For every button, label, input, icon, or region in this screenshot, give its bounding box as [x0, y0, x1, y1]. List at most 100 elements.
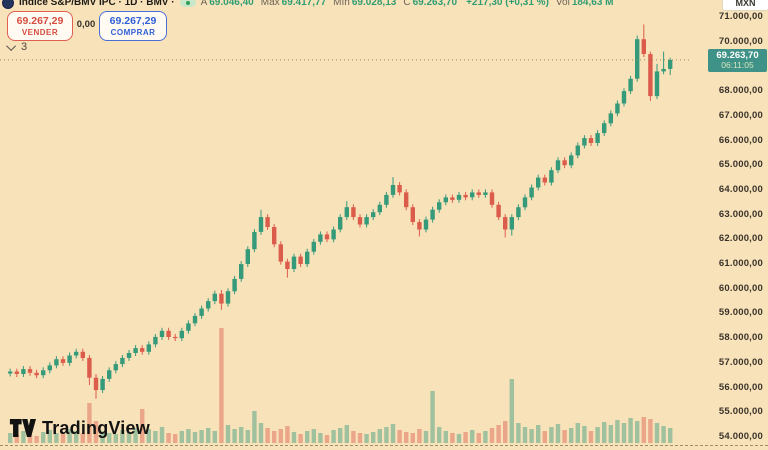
candle [318, 234, 323, 242]
price-axis-label: 68.000,00 [718, 85, 763, 96]
volume-bar [641, 417, 646, 443]
volume-bar [179, 431, 184, 443]
volume-bar [324, 435, 330, 443]
ohlc-pair: Máx 69.417,77 [260, 0, 327, 8]
volume-bar [509, 379, 514, 443]
candle [311, 241, 316, 252]
volume-bar [133, 428, 138, 443]
ohlc-pair: Mín 69.028,13 [333, 0, 397, 8]
volume-bar [146, 429, 151, 443]
candle [87, 357, 92, 378]
volume-bar [430, 391, 435, 443]
price-axis-label: 67.000,00 [718, 110, 763, 121]
currency-button[interactable]: MXN [722, 0, 768, 11]
candle [628, 78, 633, 92]
volume-bar [93, 421, 99, 443]
candle [351, 207, 356, 218]
volume-bar [60, 434, 66, 443]
volume-bar [608, 425, 613, 443]
candle [463, 194, 468, 198]
volume-bar [107, 433, 112, 443]
candle [298, 256, 303, 264]
volume-bar [582, 426, 587, 443]
volume-bar [410, 433, 415, 443]
candle [212, 293, 217, 302]
candle [430, 209, 435, 220]
candle [364, 217, 369, 225]
current-price-label: 69.263,70 06:11:05 [708, 49, 767, 72]
candle [245, 249, 250, 264]
sell-button[interactable]: 69.267,29 VENDER [7, 11, 73, 41]
volume-bar [575, 423, 580, 443]
bar-countdown: 06:11:05 [721, 60, 754, 70]
candle [8, 371, 13, 374]
sell-label: VENDER [21, 27, 59, 37]
candle [93, 377, 99, 391]
tradingview-logo-icon [9, 419, 36, 437]
volume-bar [404, 432, 409, 443]
candle [133, 348, 138, 353]
buy-button[interactable]: 69.267,29 COMPRAR [99, 11, 167, 41]
symbol-title[interactable]: Índice S&P/BMV IPC · 1D · BMV · [19, 0, 175, 8]
candle [47, 365, 52, 371]
candle [602, 123, 607, 134]
volume-bar [549, 427, 554, 443]
volume-bar [305, 431, 310, 443]
volume-bar [529, 429, 534, 443]
volume-bar [357, 433, 363, 443]
candle [555, 160, 561, 171]
volume-bar [285, 426, 290, 443]
candle [470, 192, 475, 198]
volume-bar [371, 432, 376, 443]
spread-value: 0,00 [76, 19, 96, 30]
volume-bar [536, 425, 541, 443]
candle [621, 91, 627, 104]
volume-bar [470, 430, 475, 443]
candle [404, 192, 409, 208]
price-axis-label: 59.000,00 [718, 307, 763, 318]
buy-label: COMPRAR [110, 27, 156, 37]
candle [496, 204, 501, 218]
collapsed-indicators-toggle[interactable]: 3 [6, 40, 27, 53]
volume-bar [489, 428, 495, 443]
symbol-info-bar[interactable]: Índice S&P/BMV IPC · 1D · BMV · A 69.046,… [2, 0, 720, 10]
candle [397, 185, 402, 193]
candle [516, 207, 521, 218]
volume-bar [595, 427, 600, 443]
volume-bar [14, 435, 19, 443]
candle [126, 353, 132, 358]
volume-bar [338, 428, 343, 443]
volume-bar [390, 424, 396, 443]
volume-bar [47, 430, 52, 443]
candle [522, 197, 528, 208]
price-axis-label: 66.000,00 [718, 135, 763, 146]
candle [219, 293, 224, 304]
candle [265, 217, 270, 227]
candle [615, 103, 620, 114]
volume-bar [140, 409, 145, 443]
volume-bar [635, 421, 640, 443]
sell-price: 69.267,29 [16, 14, 64, 27]
candle [456, 194, 462, 200]
ohlc-values: A 69.046,40 Máx 69.417,77 Mín 69.028,13 C 69.26… [201, 0, 614, 8]
volume-bar [272, 431, 277, 443]
volume-bar [265, 428, 270, 443]
candle [74, 351, 79, 356]
candle [186, 323, 191, 331]
candle [107, 370, 112, 379]
price-axis-label: 60.000,00 [718, 283, 763, 294]
volume-bar [516, 423, 521, 443]
candle [661, 68, 666, 72]
candle [450, 197, 455, 200]
volume-bar [364, 434, 369, 443]
candle [146, 344, 151, 352]
volume-bar [8, 433, 13, 443]
candle [575, 145, 580, 156]
price-axis[interactable]: 71.000,0070.000,0069.000,0068.000,0067.0… [690, 0, 768, 450]
price-axis-label: 70.000,00 [718, 36, 763, 47]
tradingview-watermark[interactable]: TradingView [9, 416, 150, 440]
volume-bar [483, 431, 488, 443]
volume-bar [377, 429, 382, 443]
